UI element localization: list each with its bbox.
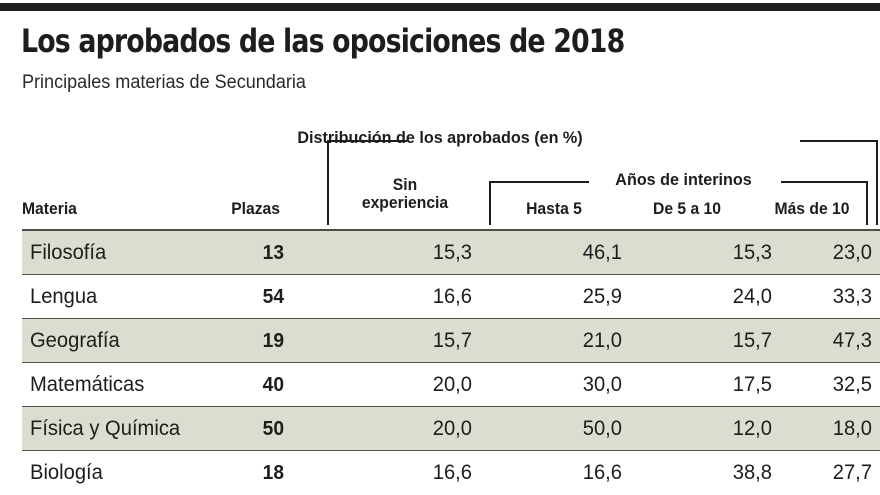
group-header-distribution: Distribución de los aprobados (en %)	[297, 128, 583, 147]
cell-hasta-5: 46,1	[582, 241, 622, 264]
cell-materia: Matemáticas	[30, 373, 145, 396]
cell-sin-experiencia: 15,7	[432, 329, 472, 352]
column-header-sin-experiencia-line2: experiencia	[361, 194, 449, 212]
table-row[interactable]: Matemáticas 40 20,0 30,0 17,5 32,5	[22, 363, 880, 407]
table-row[interactable]: Filosofía 13 15,3 46,1 15,3 23,0	[22, 231, 880, 275]
bracket-interim-right-horizontal	[781, 181, 867, 183]
row-separator	[22, 449, 880, 451]
cell-de-5-a-10: 24,0	[732, 285, 772, 308]
cell-hasta-5: 50,0	[582, 417, 622, 440]
cell-materia: Lengua	[30, 285, 98, 308]
cell-materia: Física y Química	[30, 417, 181, 440]
header-bottom-rule	[22, 229, 880, 231]
column-header-sin-experiencia: Sin experiencia	[343, 176, 467, 212]
cell-de-5-a-10: 17,5	[732, 373, 772, 396]
cell-hasta-5: 21,0	[582, 329, 622, 352]
column-header-sin-experiencia-line1: Sin	[392, 176, 418, 194]
column-header-plazas: Plazas	[231, 200, 280, 218]
cell-hasta-5: 16,6	[582, 461, 622, 484]
cell-materia: Biología	[30, 461, 103, 484]
cell-de-5-a-10: 15,7	[732, 329, 772, 352]
cell-plazas: 54	[262, 286, 284, 308]
cell-sin-experiencia: 16,6	[432, 285, 472, 308]
table-row[interactable]: Física y Química 50 20,0 50,0 12,0 18,0	[22, 407, 880, 451]
top-divider-rule	[0, 3, 880, 11]
cell-sin-experiencia: 20,0	[432, 417, 472, 440]
bracket-interim-left-horizontal	[489, 181, 589, 183]
table-row[interactable]: Biología 18 16,6 16,6 38,8 27,7	[22, 451, 880, 495]
column-header-hasta-5: Hasta 5	[526, 200, 582, 218]
bracket-interim-left-vertical	[489, 181, 491, 225]
bracket-distribution-right-horizontal	[800, 140, 878, 142]
bracket-distribution-left-vertical	[327, 140, 329, 225]
row-separator	[22, 273, 880, 275]
cell-sin-experiencia: 20,0	[432, 373, 472, 396]
table-row[interactable]: Geografía 19 15,7 21,0 15,7 47,3	[22, 319, 880, 363]
bracket-distribution-left-horizontal	[327, 140, 407, 142]
table-row[interactable]: Lengua 54 16,6 25,9 24,0 33,3	[22, 275, 880, 319]
cell-de-5-a-10: 38,8	[732, 461, 772, 484]
page-subtitle: Principales materias de Secundaria	[22, 72, 306, 93]
cell-sin-experiencia: 15,3	[432, 241, 472, 264]
cell-mas-de-10: 18,0	[832, 417, 872, 440]
cell-mas-de-10: 33,3	[832, 285, 872, 308]
cell-plazas: 40	[262, 374, 284, 396]
bracket-interim-right-vertical	[866, 181, 868, 225]
cell-mas-de-10: 23,0	[832, 241, 872, 264]
cell-plazas: 13	[262, 242, 284, 264]
cell-materia: Geografía	[30, 329, 120, 352]
row-separator	[22, 317, 880, 319]
row-separator	[22, 405, 880, 407]
cell-plazas: 18	[262, 462, 284, 484]
cell-hasta-5: 30,0	[582, 373, 622, 396]
cell-mas-de-10: 32,5	[832, 373, 872, 396]
column-header-mas-de-10: Más de 10	[774, 200, 850, 218]
group-header-interim-years: Años de interinos	[615, 170, 752, 189]
cell-hasta-5: 25,9	[582, 285, 622, 308]
cell-de-5-a-10: 15,3	[732, 241, 772, 264]
cell-mas-de-10: 47,3	[832, 329, 872, 352]
row-separator	[22, 361, 880, 363]
cell-mas-de-10: 27,7	[832, 461, 872, 484]
column-header-materia: Materia	[22, 200, 77, 218]
bracket-distribution-right-vertical	[876, 140, 878, 225]
page-title: Los aprobados de las oposiciones de 2018	[21, 22, 625, 60]
cell-de-5-a-10: 12,0	[732, 417, 772, 440]
column-header-de-5-a-10: De 5 a 10	[653, 200, 721, 218]
cell-plazas: 50	[262, 418, 284, 440]
cell-plazas: 19	[262, 330, 284, 352]
cell-sin-experiencia: 16,6	[432, 461, 472, 484]
cell-materia: Filosofía	[30, 241, 107, 264]
